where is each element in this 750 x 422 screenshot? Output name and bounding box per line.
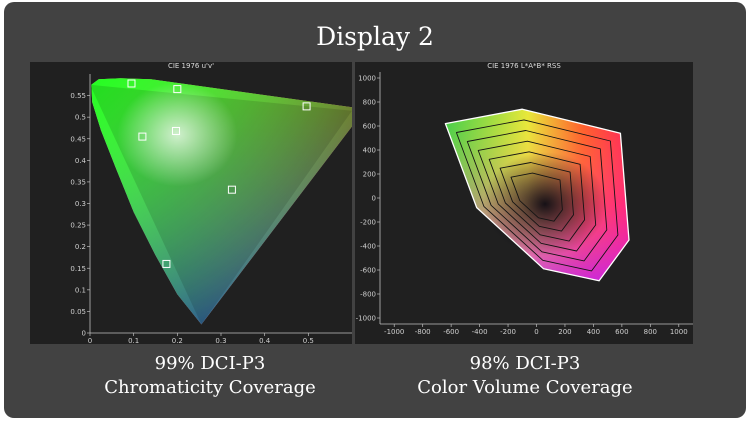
gamut-marker bbox=[162, 259, 171, 268]
y-tick-label: 0.55 bbox=[70, 92, 86, 100]
y-tick-label: 0.5 bbox=[75, 114, 86, 122]
y-tick-label: 0.35 bbox=[70, 178, 86, 186]
y-tick-label: 600 bbox=[363, 123, 376, 131]
x-tick-label: 400 bbox=[587, 328, 600, 336]
x-tick-label: -1000 bbox=[384, 328, 404, 336]
y-tick-label: 0.1 bbox=[75, 286, 86, 294]
gamut-marker bbox=[172, 126, 181, 135]
gamut-marker bbox=[138, 132, 147, 141]
y-tick-label: 0.2 bbox=[75, 243, 86, 251]
color-volume-chart-panel: CIE 1976 L*A*B* RSS -1000 -800 -600 -400 -20… bbox=[355, 62, 693, 344]
color-volume-coverage-label: Color Volume Coverage bbox=[417, 377, 633, 398]
gamut-marker bbox=[302, 102, 311, 111]
y-tick-label: 800 bbox=[363, 99, 376, 107]
x-tick-label: 0.4 bbox=[259, 337, 271, 344]
y-tick-label: -200 bbox=[360, 219, 376, 227]
chromaticity-chart-panel: CIE 1976 u'v' 0 bbox=[30, 62, 352, 344]
x-tick-label: -400 bbox=[472, 328, 488, 336]
y-tick-label: 1000 bbox=[358, 75, 376, 83]
gamut-volume-contour bbox=[488, 151, 586, 242]
y-tick-label: -400 bbox=[360, 243, 376, 251]
chromaticity-coverage-value: 99% DCI-P3 bbox=[154, 353, 266, 374]
chromaticity-coverage-label: Chromaticity Coverage bbox=[104, 377, 316, 398]
gamut-volume-contour bbox=[510, 172, 563, 222]
color-volume-chart-title: CIE 1976 L*A*B* RSS bbox=[487, 62, 561, 70]
color-volume-caption: 98% DCI-P3 Color Volume Coverage bbox=[365, 352, 685, 400]
x-tick-label: -200 bbox=[500, 328, 516, 336]
gamut-marker bbox=[173, 85, 182, 94]
chromaticity-chart-title: CIE 1976 u'v' bbox=[167, 62, 215, 70]
page-title: Display 2 bbox=[316, 22, 434, 51]
y-tick-label: 0.3 bbox=[75, 200, 86, 208]
y-tick-label: 0.05 bbox=[70, 308, 86, 316]
color-volume-coverage-value: 98% DCI-P3 bbox=[469, 353, 581, 374]
x-tick-label: 1000 bbox=[670, 328, 688, 336]
y-tick-label: -800 bbox=[360, 291, 376, 299]
y-tick-label: 0.4 bbox=[75, 157, 87, 165]
x-tick-label: 800 bbox=[644, 328, 657, 336]
y-tick-label: 0 bbox=[372, 195, 376, 203]
y-tick-label: 0.25 bbox=[70, 222, 86, 230]
gamut-volume-contour bbox=[499, 162, 574, 232]
x-tick-label: 600 bbox=[615, 328, 628, 336]
y-tick-label: 400 bbox=[363, 147, 376, 155]
x-tick-label: 0.1 bbox=[128, 337, 139, 344]
y-tick-label: -1000 bbox=[356, 315, 376, 323]
y-tick-label: 0 bbox=[82, 330, 86, 338]
gamut-volume-contour bbox=[477, 140, 597, 252]
gamut-volume-contour bbox=[466, 130, 608, 262]
y-tick-label: 200 bbox=[363, 171, 376, 179]
x-tick-label: 0.5 bbox=[303, 337, 314, 344]
chromaticity-chart: 0 0.1 0.2 0.3 0.4 0.5 0 0.05 0.1 0.15 0.2 0.25 0.3 0.… bbox=[70, 74, 352, 344]
gamut-marker bbox=[127, 79, 136, 88]
x-tick-label: 0.2 bbox=[172, 337, 183, 344]
color-volume-chart: -1000 -800 -600 -400 -200 0 200 400 600 800 1000 10… bbox=[356, 72, 693, 336]
x-tick-label: -800 bbox=[415, 328, 431, 336]
y-tick-label: 0.45 bbox=[70, 135, 86, 143]
gamut-volume-outline bbox=[444, 108, 630, 282]
x-tick-label: -600 bbox=[443, 328, 459, 336]
gamut-volume-contour bbox=[455, 119, 619, 272]
gamut-volume-core bbox=[483, 152, 608, 256]
x-tick-label: 0 bbox=[88, 337, 92, 344]
gamut-marker bbox=[227, 185, 236, 194]
y-tick-label: 0.15 bbox=[70, 265, 86, 273]
x-tick-label: 0 bbox=[534, 328, 538, 336]
x-tick-label: 0.3 bbox=[215, 337, 226, 344]
y-tick-label: -600 bbox=[360, 267, 376, 275]
x-tick-label: 200 bbox=[558, 328, 571, 336]
chromaticity-caption: 99% DCI-P3 Chromaticity Coverage bbox=[50, 352, 370, 400]
